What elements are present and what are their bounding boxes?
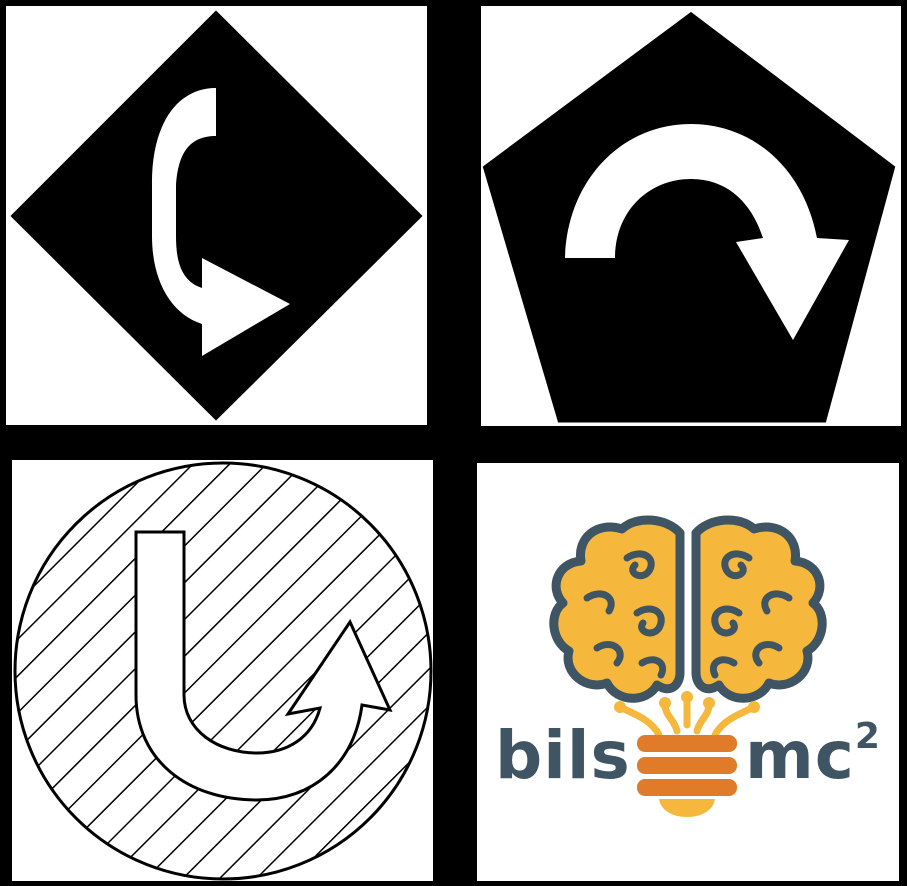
pentagon-sign-panel xyxy=(481,6,901,426)
logo-superscript: 2 xyxy=(854,716,881,757)
pentagon-sign xyxy=(481,8,899,426)
brain-folds xyxy=(583,550,793,679)
hatched-circle-sign xyxy=(13,461,433,881)
u-turn-up-arrow-icon xyxy=(134,530,393,802)
logo-text-mc: mc xyxy=(745,717,855,794)
u-turn-arrow-icon xyxy=(565,124,849,340)
bulb-coil xyxy=(637,735,737,817)
hatched-circle-sign-panel xyxy=(12,460,433,881)
diamond-shape xyxy=(7,7,426,424)
brain-lightbulb-icon xyxy=(549,515,827,817)
bilsmc2-logo-panel: bils mc2 xyxy=(477,463,899,881)
pentagon-shape xyxy=(481,8,899,426)
diamond-sign xyxy=(7,7,426,424)
bulb-filaments xyxy=(618,694,756,739)
logo-text-bils: bils xyxy=(495,717,631,794)
logo-text-mc2: mc2 xyxy=(745,719,881,789)
curve-right-arrow-icon xyxy=(151,88,290,356)
diamond-sign-panel xyxy=(6,6,427,425)
